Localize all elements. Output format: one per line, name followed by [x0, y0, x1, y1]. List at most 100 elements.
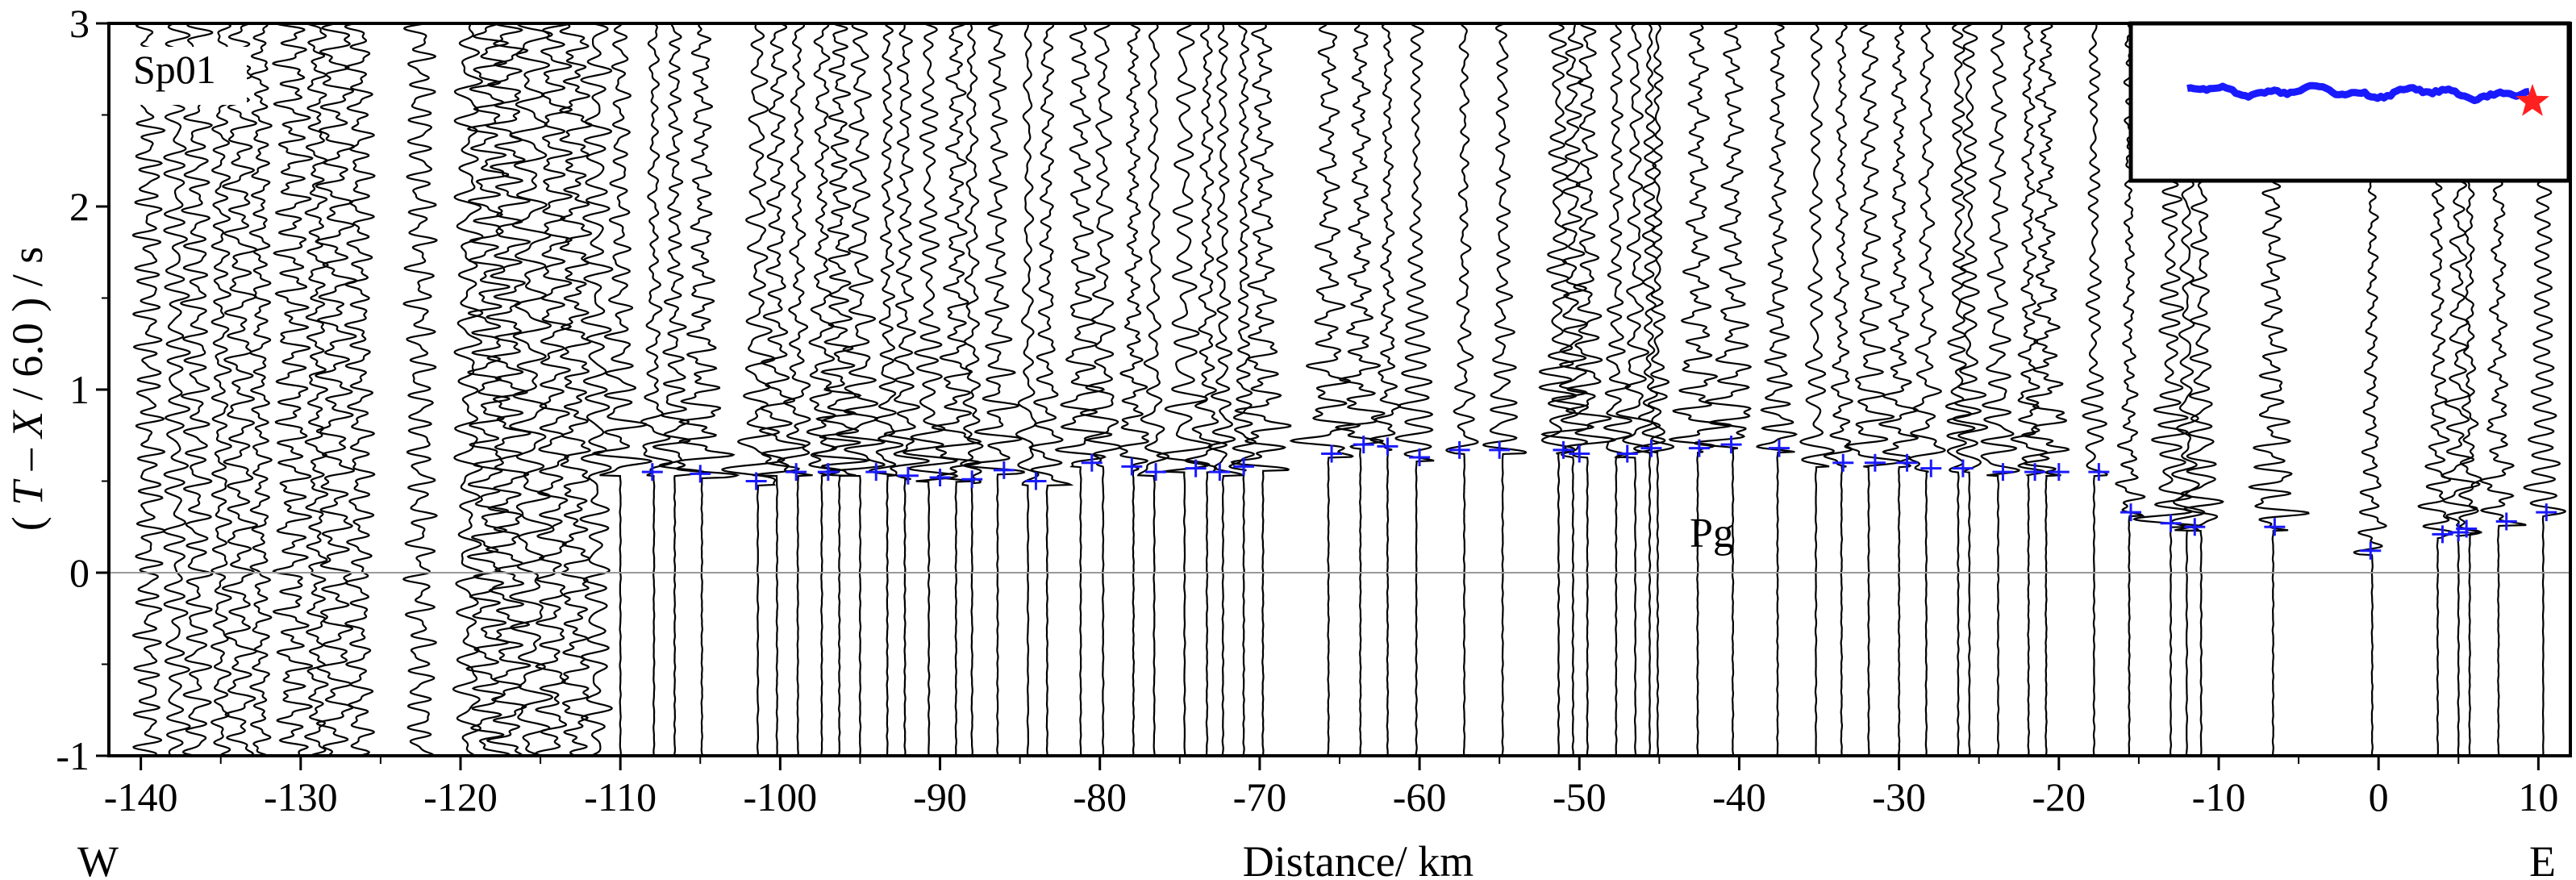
- pg-pick-marker: [1185, 459, 1207, 478]
- west-label: W: [77, 837, 119, 880]
- seismic-trace: [962, 23, 1025, 756]
- seismic-trace: [1613, 23, 1653, 756]
- seismic-trace: [868, 23, 904, 756]
- seismic-trace: [272, 23, 314, 756]
- seismic-trace: [902, 23, 959, 756]
- pg-pick-marker: [1025, 472, 1047, 490]
- x-tick-label: -40: [1712, 774, 1766, 820]
- pg-pick-marker: [1616, 444, 1638, 463]
- seismic-trace: [812, 23, 871, 756]
- east-label: E: [2529, 837, 2556, 880]
- pg-pick-marker: [1952, 459, 1974, 478]
- seismic-trace: [535, 23, 573, 756]
- pg-pick-marker: [2024, 463, 2046, 482]
- seismic-trace: [2115, 23, 2146, 756]
- pg-pick-marker: [1720, 436, 1742, 454]
- pg-pick-marker: [1377, 437, 1398, 456]
- seismic-trace: [1823, 23, 1854, 756]
- pg-pick-marker: [1233, 457, 1255, 476]
- y-tick-label: 3: [69, 1, 90, 46]
- pg-pick-marker: [929, 468, 951, 486]
- seismic-trace: [1563, 23, 1616, 756]
- traces-layer: [131, 23, 2567, 756]
- pg-pick-marker: [1769, 439, 1790, 457]
- seismic-trace: [1952, 23, 1989, 756]
- pg-pick-marker: [1489, 440, 1511, 459]
- pg-pick-marker: [1448, 440, 1470, 459]
- pg-pick-marker: [1864, 453, 1886, 472]
- pg-pick-marker: [961, 470, 983, 489]
- seismic-trace: [2010, 23, 2049, 756]
- seismic-trace: [652, 23, 705, 756]
- pg-picks-layer: [641, 436, 2557, 560]
- seismic-trace: [508, 23, 554, 756]
- seismic-trace: [1289, 23, 1361, 756]
- seismic-trace: [1015, 23, 1040, 756]
- seismic-trace: [314, 23, 358, 756]
- pg-pick-marker: [2184, 518, 2206, 536]
- inset-profile-line: [2186, 81, 2530, 105]
- pg-pick-marker: [993, 461, 1015, 479]
- pg-pick-marker: [690, 465, 711, 483]
- seismic-trace: [1335, 23, 1386, 756]
- pg-pick-marker: [1409, 448, 1431, 466]
- pg-pick-marker: [1640, 439, 1662, 457]
- pg-pick-marker: [2536, 503, 2557, 522]
- seismic-trace: [1755, 23, 1799, 756]
- pg-pick-marker: [2360, 541, 2382, 560]
- seismic-trace: [1228, 23, 1257, 756]
- pg-pick-marker: [1121, 457, 1143, 476]
- x-tick-label: 10: [2518, 774, 2558, 820]
- seismic-trace: [1207, 23, 1244, 756]
- seismic-trace: [1908, 23, 1946, 756]
- seismic-trace: [1945, 23, 1976, 756]
- seismic-trace: [752, 23, 807, 756]
- seismic-trace: [485, 23, 531, 756]
- pg-pick-marker: [2120, 503, 2141, 522]
- seismic-trace: [1136, 23, 1170, 756]
- seismic-trace: [303, 23, 329, 756]
- x-tick-label: -90: [913, 774, 967, 820]
- seismic-trace: [1028, 23, 1074, 756]
- seismic-trace: [1799, 23, 1836, 756]
- pg-pick-marker: [1209, 463, 1231, 482]
- x-tick-label: -130: [264, 774, 338, 820]
- seismic-trace: [1079, 23, 1123, 756]
- seismic-trace: [640, 23, 673, 756]
- seismic-trace: [1540, 23, 1595, 756]
- seismic-trace: [1844, 23, 1902, 756]
- seismic-trace: [675, 23, 740, 756]
- pg-pick-marker: [1569, 444, 1590, 463]
- x-tick-label: -140: [104, 774, 178, 820]
- seismic-trace: [777, 23, 813, 756]
- pg-pick-marker: [1553, 440, 1574, 459]
- x-tick-label: -100: [744, 774, 818, 820]
- pg-pick-marker: [817, 463, 839, 482]
- pg-pick-marker: [2088, 463, 2110, 482]
- label-box: [127, 47, 247, 105]
- seismic-trace: [465, 23, 511, 756]
- x-tick-label: -120: [423, 774, 498, 820]
- seismic-trace: [131, 23, 166, 756]
- x-tick-label: -30: [1872, 774, 1926, 820]
- pg-pick-marker: [1688, 439, 1710, 457]
- pg-pick-marker: [2456, 519, 2478, 538]
- seismic-trace: [2080, 23, 2108, 756]
- pg-pick-marker: [1081, 453, 1103, 472]
- seismic-trace: [179, 23, 214, 756]
- y-tick-label: -1: [56, 733, 90, 778]
- seismic-trace: [579, 23, 614, 756]
- seismic-trace: [1538, 23, 1578, 756]
- pg-pick-marker: [1353, 436, 1374, 454]
- y-tick-label: 0: [69, 550, 90, 595]
- seismic-trace: [591, 23, 653, 756]
- pg-pick-marker: [1321, 444, 1343, 463]
- x-tick-label: -70: [1233, 774, 1287, 820]
- pg-pick-marker: [2432, 525, 2453, 544]
- y-tick-label: 1: [69, 367, 90, 412]
- seismic-trace: [402, 23, 438, 756]
- pg-pick-marker: [2264, 518, 2286, 536]
- seismic-trace: [1668, 23, 1734, 756]
- phase-label: Pg: [1690, 511, 1734, 557]
- x-tick-label: -60: [1393, 774, 1447, 820]
